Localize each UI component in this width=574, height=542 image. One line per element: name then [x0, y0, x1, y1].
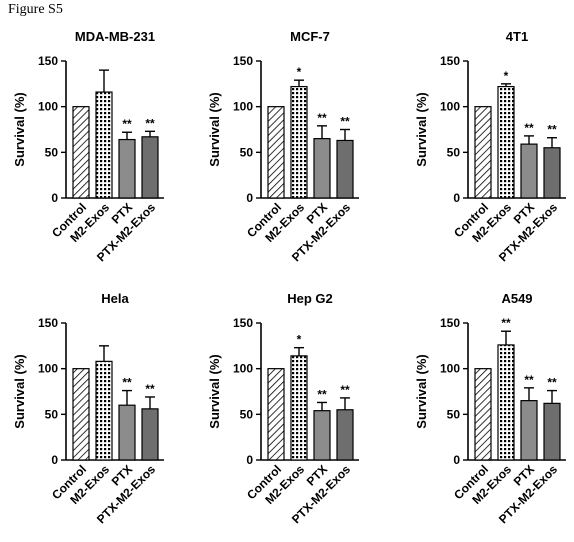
bar	[313, 410, 331, 461]
bar	[141, 136, 159, 199]
y-tick-label: 150	[38, 316, 58, 330]
chart-title: MDA-MB-231	[75, 29, 155, 44]
significance-marker: **	[547, 376, 557, 390]
y-tick-label: 50	[240, 407, 254, 421]
y-tick-label: 50	[45, 145, 59, 159]
bar	[290, 85, 308, 199]
y-axis-label: Survival (%)	[414, 92, 429, 166]
significance-marker: **	[340, 383, 350, 397]
chart-title: A549	[501, 291, 532, 306]
significance-marker: **	[524, 373, 534, 387]
significance-marker: **	[317, 111, 327, 125]
significance-marker: *	[297, 333, 302, 347]
y-axis-label: Survival (%)	[207, 92, 222, 166]
y-axis-label: Survival (%)	[12, 354, 27, 428]
bar	[313, 138, 331, 199]
chart-title: Hep G2	[287, 291, 333, 306]
y-axis-label: Survival (%)	[207, 354, 222, 428]
bar	[497, 344, 515, 461]
figure-label: Figure S5	[8, 2, 63, 17]
y-tick-label: 50	[447, 145, 461, 159]
y-tick-label: 100	[233, 100, 253, 114]
y-tick-label: 0	[453, 191, 460, 205]
y-tick-label: 50	[45, 407, 59, 421]
bar	[336, 409, 354, 461]
y-tick-label: 0	[51, 191, 58, 205]
bar	[118, 138, 136, 199]
y-tick-label: 150	[233, 316, 253, 330]
chart-title: MCF-7	[290, 29, 330, 44]
bar	[95, 91, 113, 199]
bar	[520, 400, 538, 461]
y-tick-label: 0	[246, 453, 253, 467]
y-tick-label: 150	[38, 54, 58, 68]
y-tick-label: 0	[453, 453, 460, 467]
bar	[543, 147, 561, 199]
bar	[72, 106, 90, 199]
significance-marker: **	[524, 121, 534, 135]
bar	[267, 106, 285, 199]
significance-marker: *	[297, 65, 302, 79]
y-tick-label: 100	[38, 362, 58, 376]
y-tick-label: 0	[51, 453, 58, 467]
bar	[72, 368, 90, 461]
significance-marker: **	[145, 116, 155, 130]
significance-marker: **	[340, 115, 350, 129]
significance-marker: **	[145, 382, 155, 396]
bar	[474, 368, 492, 461]
y-tick-label: 150	[440, 54, 460, 68]
significance-marker: **	[122, 376, 132, 390]
chart-title: Hela	[101, 291, 129, 306]
significance-marker: **	[317, 387, 327, 401]
y-tick-label: 150	[440, 316, 460, 330]
bar	[267, 368, 285, 461]
bar	[290, 355, 308, 461]
bar	[118, 404, 136, 461]
y-tick-label: 100	[233, 362, 253, 376]
bar	[95, 360, 113, 461]
y-tick-label: 100	[440, 362, 460, 376]
y-axis-label: Survival (%)	[414, 354, 429, 428]
significance-marker: **	[501, 316, 511, 330]
y-tick-label: 50	[447, 407, 461, 421]
y-tick-label: 100	[440, 100, 460, 114]
significance-marker: **	[547, 123, 557, 137]
bar	[497, 85, 515, 199]
bar	[474, 106, 492, 199]
significance-marker: **	[122, 117, 132, 131]
y-tick-label: 150	[233, 54, 253, 68]
bar	[336, 139, 354, 199]
y-tick-label: 50	[240, 145, 254, 159]
bar	[141, 408, 159, 461]
y-tick-label: 100	[38, 100, 58, 114]
bar	[520, 143, 538, 199]
significance-marker: *	[504, 69, 509, 83]
y-axis-label: Survival (%)	[12, 92, 27, 166]
chart-title: 4T1	[506, 29, 528, 44]
bar	[543, 402, 561, 461]
y-tick-label: 0	[246, 191, 253, 205]
